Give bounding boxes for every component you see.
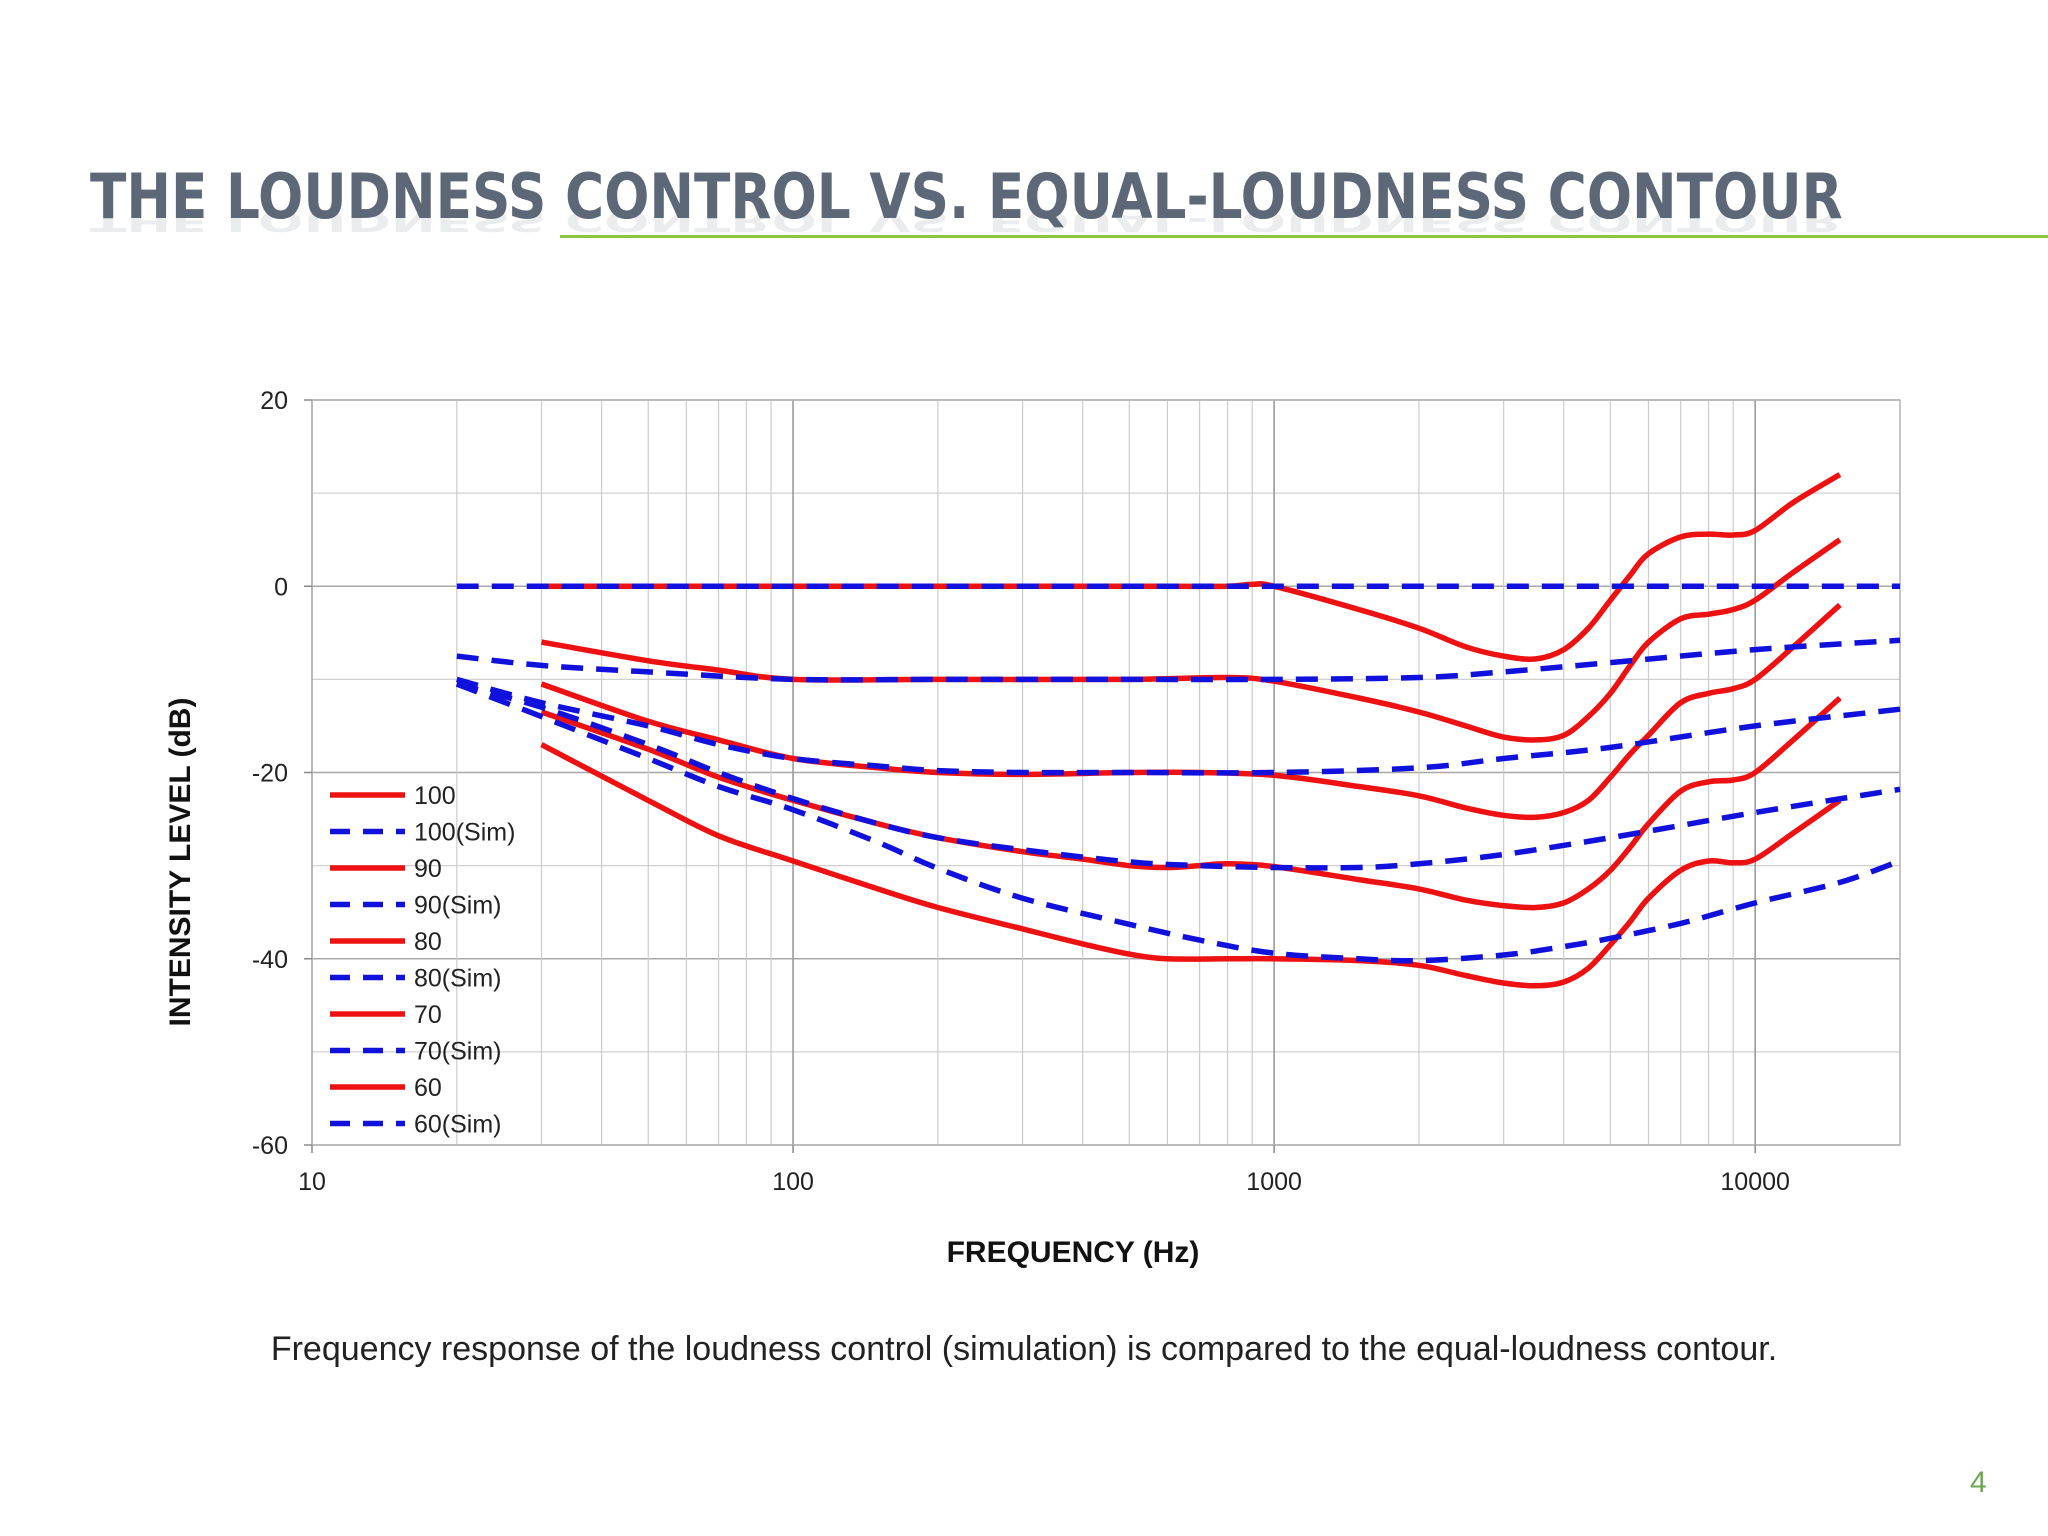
legend-label-90: 90 [414, 855, 442, 883]
x-axis-ticks: 10 100 1000 10000 [298, 1145, 1790, 1196]
legend-label-100: 100 [414, 782, 456, 810]
y-tick-label: -60 [252, 1132, 288, 1160]
x-axis-label: FREQUENCY (Hz) [947, 1236, 1200, 1269]
legend-label-60: 60 [414, 1074, 442, 1102]
legend-label-90-sim: 90(Sim) [414, 892, 502, 920]
legend-label-80: 80 [414, 928, 442, 956]
slide-title: THE LOUDNESS CONTROL VS. EQUAL-LOUDNESS … [90, 160, 1843, 233]
y-tick-label: 0 [274, 573, 288, 601]
series-line-80-sim [456, 676, 1901, 776]
series-line-70-sim [456, 681, 1901, 871]
series-line-90 [541, 537, 1842, 743]
slide-caption: Frequency response of the loudness contr… [270, 1330, 1778, 1368]
x-tick-label: 10 [298, 1168, 326, 1196]
legend-label-60-sim: 60(Sim) [414, 1111, 502, 1139]
page-number: 4 [1970, 1466, 1987, 1499]
series-line-60-sim [455, 681, 1901, 964]
legend-label-70-sim: 70(Sim) [414, 1038, 502, 1066]
x-tick-label: 100 [772, 1168, 814, 1196]
series-line-100 [541, 472, 1842, 662]
y-tick-label: -20 [252, 760, 288, 788]
chart-series [455, 472, 1901, 989]
legend-label-70: 70 [414, 1001, 442, 1029]
chart-legend: 100 100(Sim) 90 90(Sim) 80 80(Sim) 70 70(Sim) 60… [330, 782, 515, 1139]
series-line-60 [540, 742, 1842, 989]
series-line-80 [540, 602, 1842, 821]
title-underline [560, 235, 2048, 238]
y-axis-label: INTENSITY LEVEL (dB) [164, 698, 197, 1027]
y-tick-label: 20 [260, 387, 288, 415]
series-line-90-sim [456, 637, 1901, 683]
y-axis-ticks: -60 -40 -20 0 20 [252, 387, 312, 1160]
legend-label-100-sim: 100(Sim) [414, 819, 515, 847]
legend-label-80-sim: 80(Sim) [414, 965, 502, 993]
series-line-70 [540, 695, 1842, 911]
x-tick-label: 10000 [1720, 1168, 1790, 1196]
x-tick-label: 1000 [1246, 1168, 1302, 1196]
y-tick-label: -40 [252, 946, 288, 974]
